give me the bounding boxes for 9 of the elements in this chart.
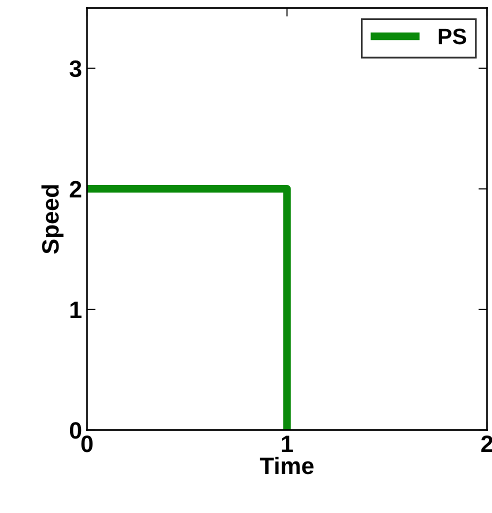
y-tick-label: 2 (70, 180, 82, 198)
x-tick-label: 1 (282, 436, 293, 452)
legend-label: PS (438, 28, 466, 44)
y-tick-label: 0 (70, 422, 82, 439)
y-tick-label: 1 (70, 302, 82, 318)
x-axis-title: Time (260, 456, 314, 474)
y-axis-title: Speed (41, 185, 64, 254)
x-tick-label: 0 (81, 435, 93, 452)
y-tick-label: 3 (70, 60, 82, 78)
